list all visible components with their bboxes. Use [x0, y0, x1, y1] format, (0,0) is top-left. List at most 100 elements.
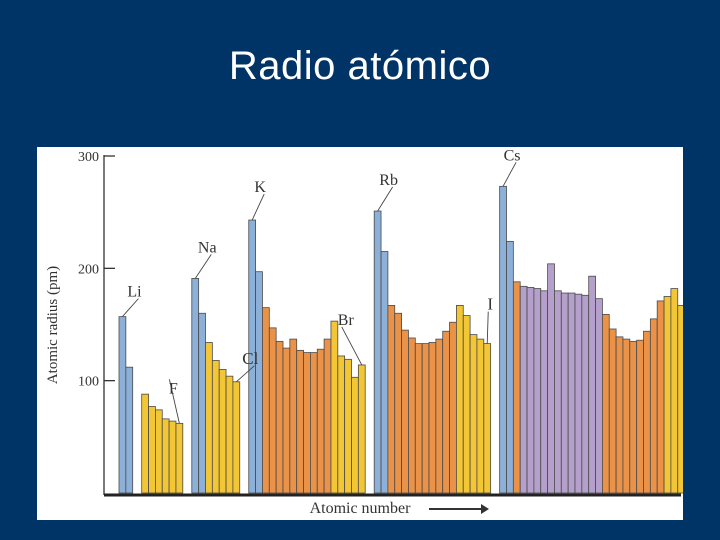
- bar: [218, 369, 227, 494]
- bar: [141, 393, 149, 494]
- bar: [211, 360, 220, 494]
- bar: [414, 343, 423, 494]
- bar: [442, 330, 450, 494]
- bar: [526, 287, 535, 494]
- bar: [289, 338, 298, 494]
- bar: [622, 338, 631, 494]
- bar: [175, 422, 184, 494]
- bar: [483, 343, 492, 494]
- bar: [255, 271, 263, 494]
- annotation-leader: [168, 379, 180, 424]
- annotation-leader: [486, 311, 489, 344]
- bar: [421, 343, 430, 494]
- bar: [262, 307, 270, 494]
- bar: [303, 352, 311, 494]
- annotation-leader: [251, 193, 265, 221]
- bar: [677, 304, 683, 494]
- bar: [462, 315, 471, 494]
- bar: [608, 328, 617, 494]
- bar: [533, 288, 542, 494]
- bar: [649, 318, 658, 494]
- bar: [205, 342, 213, 494]
- chart-panel: 100 200 300 Li F Na Cl K Br Rb I Cs Po Atomic radiu…: [37, 147, 683, 520]
- bars-group: [118, 185, 683, 494]
- y-axis-label: Atomic radius (pm): [45, 266, 61, 384]
- bar: [344, 358, 352, 494]
- bar: [435, 338, 444, 494]
- bar: [191, 278, 200, 494]
- bar: [225, 375, 234, 494]
- bar: [540, 290, 548, 494]
- element-label-po: Po: [37, 147, 45, 151]
- bar: [499, 185, 507, 494]
- bar: [512, 281, 521, 494]
- bar: [455, 304, 464, 494]
- annotation-leader: [377, 186, 394, 212]
- bar: [232, 381, 241, 494]
- bar: [547, 263, 555, 494]
- bar: [316, 348, 325, 494]
- bar: [125, 366, 134, 494]
- bar: [595, 298, 603, 494]
- bar: [155, 409, 163, 494]
- element-label-k: K: [254, 179, 266, 196]
- bar: [588, 275, 596, 494]
- bar: [337, 355, 346, 494]
- annotation-leader: [502, 162, 517, 187]
- bar: [330, 320, 339, 494]
- bar: [387, 304, 396, 494]
- bar: [401, 329, 409, 494]
- bar: [428, 342, 437, 494]
- element-label-li: Li: [127, 284, 142, 301]
- bar: [567, 292, 576, 494]
- bar: [449, 321, 457, 494]
- y-tick-label: 200: [78, 262, 99, 277]
- bar: [469, 334, 478, 494]
- atomic-radius-chart: 100 200 300 Li F Na Cl K Br Rb I Cs Po Atomic radiu…: [37, 147, 683, 517]
- bar: [476, 338, 485, 494]
- bar: [296, 349, 304, 494]
- bar: [148, 406, 156, 494]
- bar: [574, 293, 583, 494]
- y-tick-label: 300: [78, 150, 99, 165]
- bar: [118, 316, 127, 494]
- y-ticks-group: 100 200 300: [78, 150, 115, 390]
- bar: [309, 352, 318, 494]
- element-label-cl: Cl: [242, 349, 258, 368]
- bar: [554, 290, 562, 494]
- bar: [656, 300, 665, 494]
- annotation-leader: [122, 298, 139, 317]
- element-label-br: Br: [338, 312, 355, 329]
- bar: [629, 340, 638, 494]
- annotations-group: Li F Na Cl K Br Rb I Cs Po: [37, 147, 521, 424]
- slide-title: Radio atómico: [228, 44, 492, 88]
- bar: [380, 251, 389, 494]
- annotation-leader: [236, 365, 255, 383]
- x-axis-arrow: [429, 504, 489, 514]
- bar: [602, 313, 610, 494]
- bar: [357, 364, 366, 494]
- bar: [373, 210, 382, 494]
- element-label-na: Na: [198, 239, 217, 256]
- bar: [268, 327, 277, 494]
- bar: [394, 312, 402, 494]
- bar: [282, 347, 291, 494]
- bar: [581, 294, 590, 494]
- bar: [168, 420, 177, 494]
- bar: [198, 312, 206, 494]
- element-label-cs: Cs: [504, 147, 521, 164]
- bar: [615, 336, 624, 494]
- element-label-f: F: [169, 380, 178, 397]
- annotation-leader: [341, 326, 363, 366]
- bar: [636, 339, 644, 494]
- bar: [670, 288, 679, 494]
- bar: [275, 340, 284, 494]
- bar: [663, 296, 672, 494]
- bar: [161, 418, 170, 494]
- element-label-i: I: [487, 295, 493, 314]
- bar: [560, 292, 569, 494]
- bar: [506, 240, 514, 494]
- annotation-leader: [194, 254, 212, 279]
- x-axis-label: Atomic number: [310, 500, 412, 517]
- y-tick-label: 100: [78, 375, 99, 390]
